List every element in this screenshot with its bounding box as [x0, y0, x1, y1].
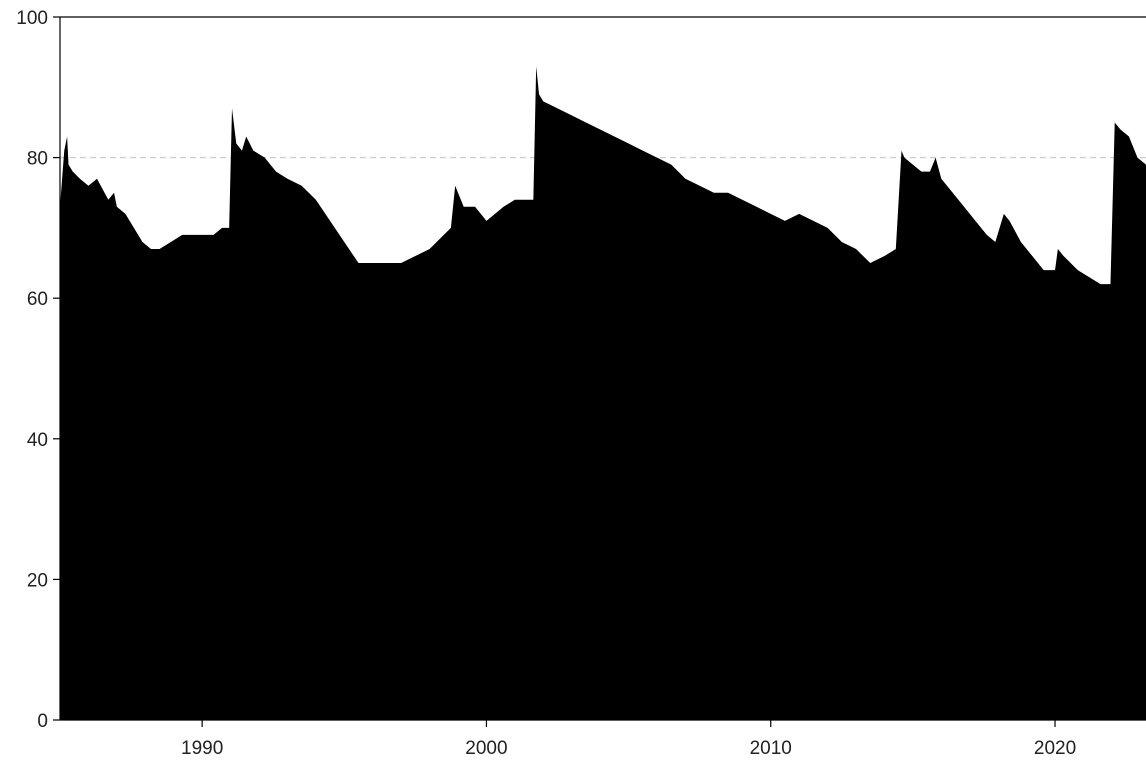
x-tick-label: 2000: [465, 738, 507, 759]
x-tick-label: 1990: [181, 738, 223, 759]
y-axis: 0 20 40 60 80 100: [16, 8, 61, 732]
y-tick-label: 100: [16, 8, 48, 29]
y-tick-label: 40: [27, 430, 48, 451]
x-tick-label: 2020: [1034, 738, 1076, 759]
y-tick-label: 0: [37, 711, 48, 732]
y-tick-label: 80: [27, 149, 48, 170]
x-tick-label: 2010: [750, 738, 792, 759]
x-axis: 1990 2000 2010 2020: [60, 719, 1146, 759]
y-tick-label: 20: [27, 570, 48, 591]
y-tick-label: 60: [27, 289, 48, 310]
series-area: [60, 66, 1146, 720]
